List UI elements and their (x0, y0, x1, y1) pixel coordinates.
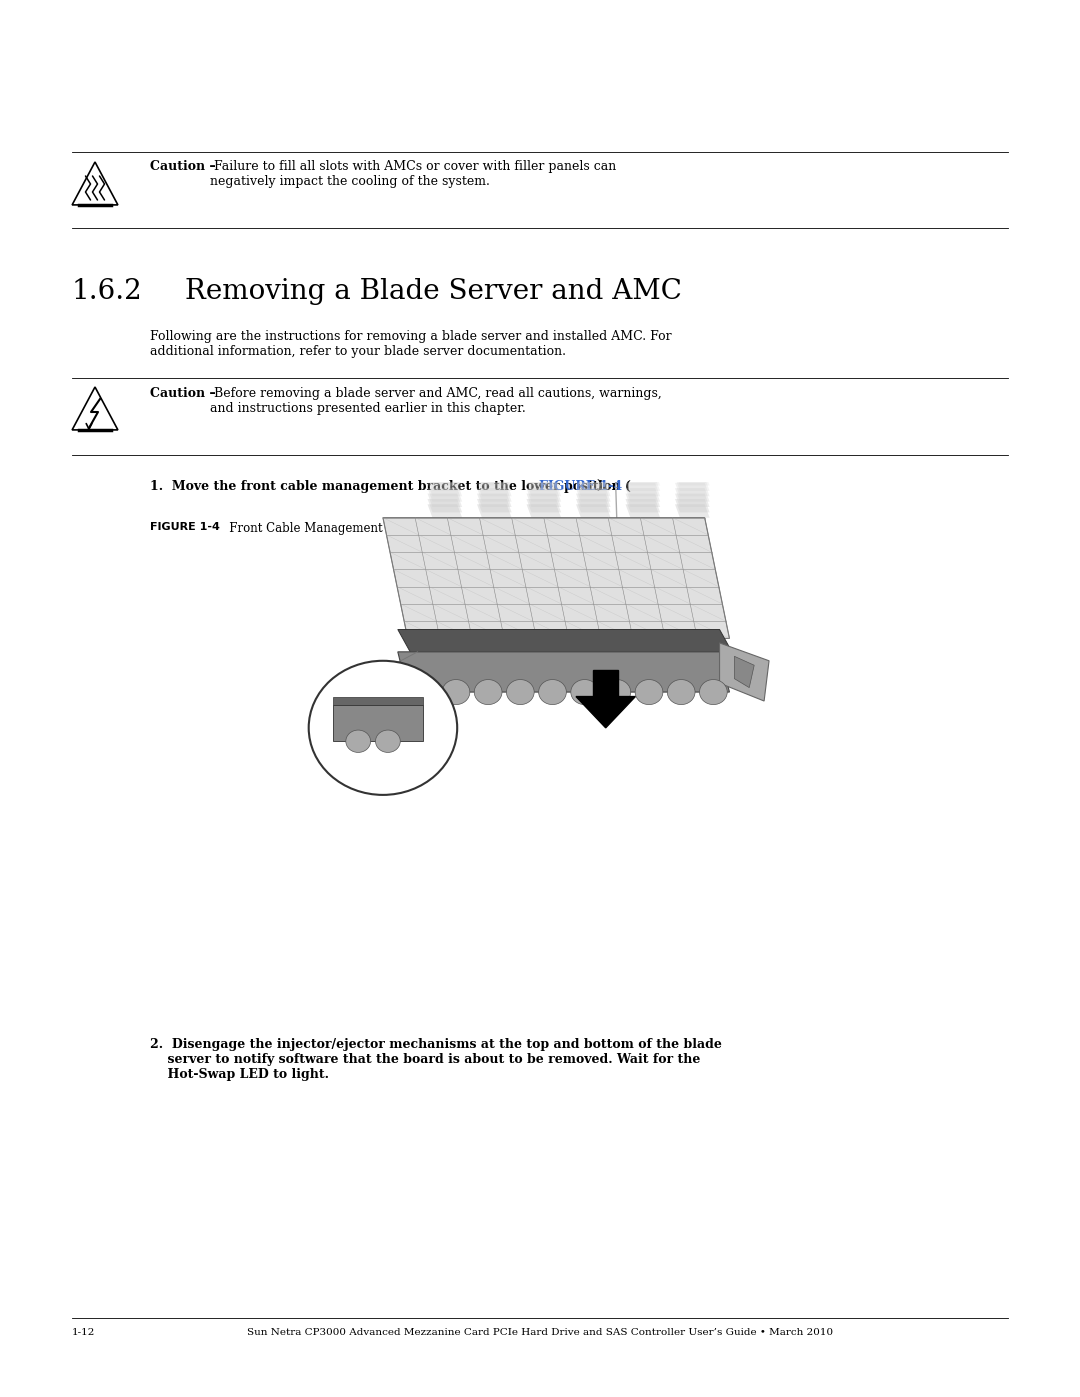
Polygon shape (576, 499, 610, 513)
Circle shape (667, 679, 696, 704)
Polygon shape (576, 488, 610, 502)
Polygon shape (397, 652, 729, 692)
Circle shape (442, 679, 470, 704)
Text: ).: ). (596, 481, 607, 493)
Circle shape (507, 679, 535, 704)
Text: 1.  Move the front cable management bracket to the lower position (: 1. Move the front cable management brack… (150, 481, 631, 493)
Text: 1-12: 1-12 (72, 1329, 95, 1337)
Polygon shape (334, 705, 422, 742)
Circle shape (309, 661, 457, 795)
Text: Front Cable Management Bracket in Lower Position: Front Cable Management Bracket in Lower … (218, 522, 540, 535)
Polygon shape (527, 472, 562, 486)
Text: Caution –: Caution – (150, 387, 216, 400)
Text: Before removing a blade server and AMC, read all cautions, warnings,
and instruc: Before removing a blade server and AMC, … (210, 387, 662, 415)
Polygon shape (477, 499, 512, 513)
Polygon shape (527, 478, 562, 490)
Polygon shape (527, 493, 562, 507)
Polygon shape (675, 504, 710, 518)
Text: Failure to fill all slots with AMCs or cover with filler panels can
negatively i: Failure to fill all slots with AMCs or c… (210, 161, 617, 189)
Polygon shape (527, 504, 562, 518)
Polygon shape (625, 504, 660, 518)
Text: Following are the instructions for removing a blade server and installed AMC. Fo: Following are the instructions for remov… (150, 330, 672, 358)
Text: Caution –: Caution – (150, 161, 216, 173)
Polygon shape (527, 483, 562, 496)
Polygon shape (477, 472, 512, 486)
Polygon shape (428, 493, 462, 507)
Text: 1.6.2: 1.6.2 (72, 278, 143, 305)
Polygon shape (625, 467, 660, 481)
Polygon shape (625, 478, 660, 490)
Polygon shape (625, 493, 660, 507)
Polygon shape (576, 493, 610, 507)
Polygon shape (428, 472, 462, 486)
Circle shape (635, 679, 663, 704)
Circle shape (474, 679, 502, 704)
Polygon shape (477, 483, 512, 496)
Polygon shape (383, 518, 729, 638)
Polygon shape (675, 483, 710, 496)
Polygon shape (675, 472, 710, 486)
Circle shape (410, 679, 437, 704)
Polygon shape (428, 499, 462, 513)
Circle shape (346, 731, 370, 753)
Polygon shape (428, 467, 462, 481)
Polygon shape (428, 488, 462, 502)
Polygon shape (477, 493, 512, 507)
Polygon shape (397, 630, 734, 657)
Text: FIGURE 1-4: FIGURE 1-4 (539, 481, 622, 493)
Polygon shape (734, 657, 754, 687)
Polygon shape (675, 488, 710, 502)
Polygon shape (719, 643, 769, 701)
Polygon shape (625, 472, 660, 486)
Polygon shape (527, 499, 562, 513)
Polygon shape (625, 499, 660, 513)
Text: FIGURE 1-4: FIGURE 1-4 (150, 522, 220, 532)
Polygon shape (428, 504, 462, 518)
Polygon shape (428, 478, 462, 490)
Circle shape (700, 679, 727, 704)
Polygon shape (675, 499, 710, 513)
Polygon shape (477, 488, 512, 502)
Polygon shape (625, 488, 660, 502)
Circle shape (539, 679, 566, 704)
Polygon shape (576, 483, 610, 496)
Polygon shape (675, 478, 710, 490)
Polygon shape (527, 488, 562, 502)
Text: Sun Netra CP3000 Advanced Mezzanine Card PCIe Hard Drive and SAS Controller User: Sun Netra CP3000 Advanced Mezzanine Card… (247, 1329, 833, 1337)
Circle shape (571, 679, 598, 704)
Text: Removing a Blade Server and AMC: Removing a Blade Server and AMC (185, 278, 681, 305)
Polygon shape (527, 467, 562, 481)
Polygon shape (625, 483, 660, 496)
Polygon shape (576, 504, 610, 518)
Polygon shape (477, 467, 512, 481)
Polygon shape (428, 483, 462, 496)
Polygon shape (576, 697, 635, 728)
Polygon shape (675, 467, 710, 481)
Polygon shape (576, 478, 610, 490)
Polygon shape (334, 697, 422, 705)
Polygon shape (477, 504, 512, 518)
Polygon shape (675, 493, 710, 507)
Polygon shape (576, 467, 610, 481)
Text: 2.  Disengage the injector/ejector mechanisms at the top and bottom of the blade: 2. Disengage the injector/ejector mechan… (150, 1038, 721, 1081)
Polygon shape (576, 472, 610, 486)
Polygon shape (477, 478, 512, 490)
Circle shape (376, 731, 401, 753)
Circle shape (603, 679, 631, 704)
Polygon shape (593, 669, 618, 697)
